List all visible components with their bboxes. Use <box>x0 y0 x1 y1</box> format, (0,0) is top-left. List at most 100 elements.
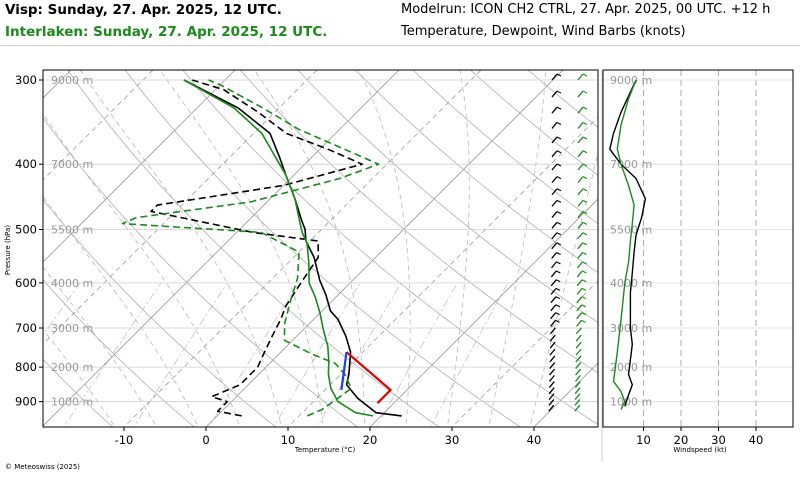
height-label: 9000 m <box>51 74 93 87</box>
y-tick-label: 800 <box>15 360 37 374</box>
wind-barb-flag <box>581 312 586 316</box>
isotherm <box>369 198 598 427</box>
isotherm <box>205 70 564 427</box>
interlaken-temperature-line <box>183 79 374 417</box>
wind-barb-flag <box>582 232 588 236</box>
moist-adiabat <box>446 70 470 427</box>
isotherm <box>43 70 154 181</box>
wind-barb <box>575 368 582 376</box>
wind-barb <box>551 73 558 81</box>
dry-adiabat <box>43 279 195 427</box>
plot-frame <box>42 69 599 428</box>
wind-barb <box>550 270 557 278</box>
wind-barb-flag <box>555 296 561 300</box>
wind-barb <box>577 199 584 207</box>
wind-barb-flag <box>582 242 587 246</box>
wind-barb-flag <box>556 199 562 203</box>
header-separator <box>0 45 800 46</box>
wind-barb <box>577 176 584 184</box>
x-tick-label: 20 <box>363 433 378 447</box>
wind-barb <box>550 287 557 295</box>
wind-barb <box>576 312 583 320</box>
windspeed-height-label: 7000 m <box>610 158 652 171</box>
wind-barb <box>574 381 581 388</box>
wind-barb <box>551 199 558 207</box>
wind-barb <box>574 393 581 401</box>
wind-barb-flag <box>556 221 562 225</box>
dry-adiabat <box>182 70 598 425</box>
wind-barb <box>548 381 555 388</box>
y-tick-label: 600 <box>15 276 37 290</box>
wind-barb <box>576 279 583 287</box>
wind-barb <box>577 122 584 129</box>
wind-barb <box>551 188 558 196</box>
mixing-ratio-line <box>43 282 81 336</box>
wind-barb-flag <box>556 150 562 154</box>
visp-title: Visp: Sunday, 27. Apr. 2025, 12 UTC. <box>5 2 282 18</box>
wind-barb-flag <box>555 304 561 308</box>
windspeed-x-tick-label: 10 <box>636 433 651 447</box>
wind-barb <box>549 368 556 376</box>
wind-barb-flag <box>556 188 562 192</box>
wind-barb <box>549 362 556 369</box>
wind-barb-flag <box>581 319 586 323</box>
wind-barb <box>575 355 582 363</box>
wind-barb <box>549 327 556 335</box>
moist-adiabat <box>254 70 365 427</box>
wind-barb <box>548 399 555 406</box>
wind-barb-flag <box>555 287 561 291</box>
mixing-ratio-line <box>63 282 162 427</box>
wind-barb <box>575 341 582 349</box>
wind-barb-flag <box>582 90 588 94</box>
wind-barb-flag <box>581 287 587 291</box>
wind-barb <box>577 232 584 240</box>
wind-barb <box>551 221 558 229</box>
visp-dewpoint-line <box>150 79 363 417</box>
wind-barb <box>577 106 584 114</box>
y-tick-label: 300 <box>15 73 37 87</box>
wind-barb <box>550 304 557 312</box>
wind-barb-flag <box>581 279 587 283</box>
wind-barb <box>574 387 581 395</box>
y-tick-label: 900 <box>15 395 37 409</box>
isotherm <box>451 280 598 427</box>
wind-barb <box>577 163 584 171</box>
wind-barb <box>577 136 584 144</box>
wind-barb <box>575 334 582 342</box>
moist-adiabat <box>80 70 282 427</box>
wind-barb <box>551 106 558 114</box>
wind-barb <box>577 188 584 196</box>
wind-barb <box>550 279 557 287</box>
wind-barb <box>577 221 584 229</box>
wind-barb <box>574 404 581 412</box>
wind-barb-flag <box>556 106 562 110</box>
windspeed-x-axis-label: Windspeed (kt) <box>673 446 726 454</box>
wind-barb <box>551 211 558 218</box>
skewt-frame: 300 400 500 600 700 800 900 -10 0 10 20 30 40 Tempera… <box>4 69 599 454</box>
wind-barb-flag <box>582 73 588 77</box>
wind-barb <box>575 362 582 369</box>
wind-barb-flag <box>582 251 587 255</box>
isotherm <box>533 362 598 427</box>
wind-barb <box>551 122 558 129</box>
moist-adiabat <box>529 151 598 427</box>
wind-barb-flag <box>555 279 561 283</box>
moist-adiabat <box>43 328 116 427</box>
wind-barb <box>550 296 557 304</box>
wind-barb <box>576 270 583 278</box>
chart-subtitle: Temperature, Dewpoint, Wind Barbs (knots… <box>401 24 686 39</box>
height-label: 7000 m <box>51 158 93 171</box>
isotherm <box>613 65 800 430</box>
x-tick-label: -10 <box>115 433 134 447</box>
isotherm <box>43 70 318 345</box>
dry-adiabat <box>43 358 114 427</box>
wind-barb-flag <box>555 312 560 316</box>
wind-barb-flag <box>581 304 587 308</box>
moist-adiabat <box>159 70 324 427</box>
modelrun-label: Modelrun: ICON CH2 CTRL, 27. Apr. 2025, … <box>401 2 771 17</box>
interlaken-title: Interlaken: Sunday, 27. Apr. 2025, 12 UT… <box>5 24 328 40</box>
mixing-ratio-line <box>133 282 228 427</box>
visp-windspeed-line <box>609 79 647 407</box>
